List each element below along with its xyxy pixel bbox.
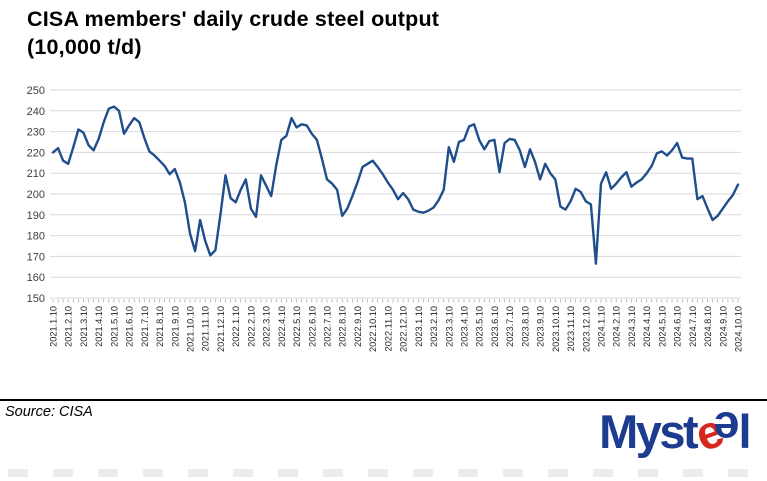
chart-title-line1: CISA members' daily crude steel output xyxy=(27,7,440,31)
svg-text:210: 210 xyxy=(27,168,45,180)
svg-text:2022.4.10: 2022.4.10 xyxy=(277,306,287,347)
svg-text:2023.1.10: 2023.1.10 xyxy=(414,306,424,347)
svg-text:2021.1.10: 2021.1.10 xyxy=(49,306,59,347)
footer-divider xyxy=(0,399,767,401)
logo-text-l: l xyxy=(738,405,751,458)
svg-text:2024.1.10: 2024.1.10 xyxy=(597,306,607,347)
svg-text:2022.9.10: 2022.9.10 xyxy=(353,306,363,347)
chart-title: CISA members' daily crude steel output (… xyxy=(27,5,439,62)
svg-text:160: 160 xyxy=(27,272,45,284)
svg-text:2023.10.10: 2023.10.10 xyxy=(551,306,561,352)
watermark-strip xyxy=(8,469,767,477)
svg-text:250: 250 xyxy=(27,85,45,97)
svg-text:2022.3.10: 2022.3.10 xyxy=(262,306,272,347)
svg-text:2021.11.10: 2021.11.10 xyxy=(201,306,211,351)
svg-text:2022.12.10: 2022.12.10 xyxy=(399,306,409,352)
svg-text:170: 170 xyxy=(27,251,45,263)
svg-text:2022.1.10: 2022.1.10 xyxy=(231,306,241,347)
svg-text:190: 190 xyxy=(27,210,45,222)
svg-text:2023.9.10: 2023.9.10 xyxy=(536,306,546,347)
y-axis-labels: 150 160 170 180 190 200 210 220 230 240 250 xyxy=(27,85,45,305)
svg-text:2023.6.10: 2023.6.10 xyxy=(490,306,500,347)
svg-text:2023.8.10: 2023.8.10 xyxy=(520,306,530,347)
svg-text:2024.6.10: 2024.6.10 xyxy=(673,306,683,347)
svg-text:2021.2.10: 2021.2.10 xyxy=(64,306,74,347)
svg-text:2021.8.10: 2021.8.10 xyxy=(155,306,165,347)
logo-blue-e-icon: e xyxy=(715,402,740,456)
svg-text:230: 230 xyxy=(27,127,45,139)
svg-text:2022.10.10: 2022.10.10 xyxy=(368,306,378,352)
svg-text:2024.5.10: 2024.5.10 xyxy=(657,306,667,347)
svg-text:200: 200 xyxy=(27,189,45,201)
svg-text:2021.9.10: 2021.9.10 xyxy=(170,306,180,347)
svg-text:2023.12.10: 2023.12.10 xyxy=(581,306,591,352)
svg-text:2022.11.10: 2022.11.10 xyxy=(383,306,393,351)
svg-text:2024.10.10: 2024.10.10 xyxy=(734,306,744,352)
svg-text:240: 240 xyxy=(27,106,45,118)
svg-text:2023.4.10: 2023.4.10 xyxy=(460,306,470,347)
source-label: Source: CISA xyxy=(5,404,93,420)
svg-text:2021.5.10: 2021.5.10 xyxy=(109,306,119,347)
x-axis-ticks xyxy=(52,299,739,303)
svg-text:2023.5.10: 2023.5.10 xyxy=(475,306,485,347)
svg-text:2021.6.10: 2021.6.10 xyxy=(125,306,135,347)
data-line xyxy=(51,105,740,265)
svg-text:2023.2.10: 2023.2.10 xyxy=(429,306,439,347)
output-line-chart: 150 160 170 180 190 200 210 220 230 240 250 2021.1.… xyxy=(27,85,744,352)
svg-text:2022.6.10: 2022.6.10 xyxy=(307,306,317,347)
svg-text:2024.7.10: 2024.7.10 xyxy=(688,306,698,347)
svg-text:2023.3.10: 2023.3.10 xyxy=(444,306,454,347)
svg-text:2022.8.10: 2022.8.10 xyxy=(338,306,348,347)
logo-text-myst: Myst xyxy=(599,405,699,458)
svg-text:2024.2.10: 2024.2.10 xyxy=(612,306,622,347)
svg-text:2023.11.10: 2023.11.10 xyxy=(566,306,576,351)
svg-text:2024.4.10: 2024.4.10 xyxy=(642,306,652,347)
svg-text:2022.7.10: 2022.7.10 xyxy=(323,306,333,347)
svg-text:2023.7.10: 2023.7.10 xyxy=(505,306,515,347)
chart-title-line2: (10,000 t/d) xyxy=(27,35,142,60)
svg-text:2022.2.10: 2022.2.10 xyxy=(246,306,256,347)
x-axis-labels: 2021.1.10 2021.2.10 2021.3.10 2021.4.10 2021… xyxy=(49,306,744,352)
svg-text:150: 150 xyxy=(27,293,45,305)
svg-text:2021.7.10: 2021.7.10 xyxy=(140,306,150,347)
svg-text:2021.12.10: 2021.12.10 xyxy=(216,306,226,352)
svg-text:2022.5.10: 2022.5.10 xyxy=(292,306,302,347)
svg-text:220: 220 xyxy=(27,147,45,159)
mysteel-logo: Mysteel xyxy=(599,402,751,462)
svg-text:2021.3.10: 2021.3.10 xyxy=(79,306,89,347)
svg-text:2024.9.10: 2024.9.10 xyxy=(718,306,728,347)
svg-text:2024.3.10: 2024.3.10 xyxy=(627,306,637,347)
svg-text:2021.10.10: 2021.10.10 xyxy=(186,306,196,352)
svg-text:180: 180 xyxy=(27,231,45,243)
svg-text:2021.4.10: 2021.4.10 xyxy=(94,306,104,347)
svg-text:2024.8.10: 2024.8.10 xyxy=(703,306,713,347)
